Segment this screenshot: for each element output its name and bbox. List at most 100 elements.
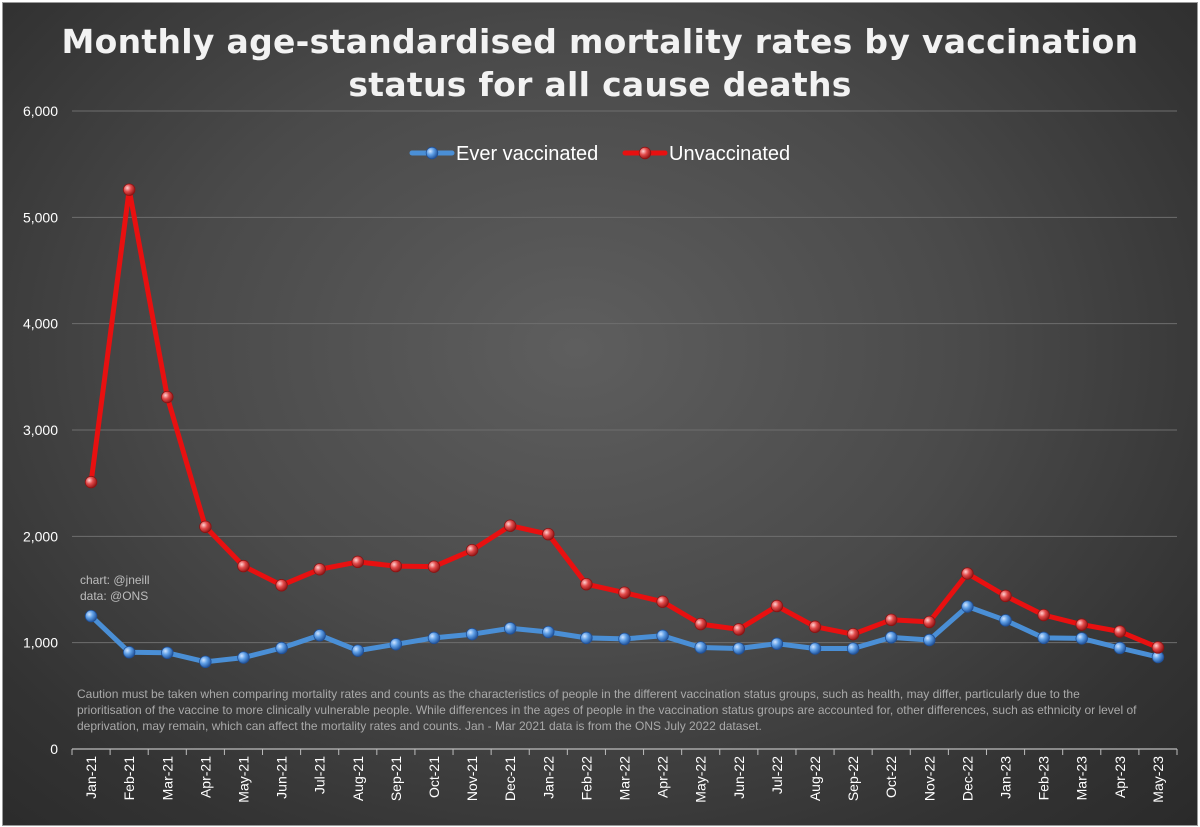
x-tick-label: Dec-22 (959, 756, 975, 801)
legend-label-unvaccinated: Unvaccinated (669, 143, 790, 165)
data-point-ever-vaccinated (1113, 641, 1127, 655)
data-point-unvaccinated (961, 567, 974, 580)
x-tick-label: Sep-21 (388, 756, 404, 801)
x-tick-label: Jul-21 (312, 756, 328, 794)
x-tick-label: Feb-21 (121, 756, 137, 801)
data-point-ever-vaccinated (656, 629, 669, 642)
data-point-ever-vaccinated (1037, 631, 1050, 645)
data-point-unvaccinated (503, 519, 517, 532)
credit-data: data: @ONS (80, 589, 149, 603)
legend-label-ever-vaccinated: Ever vaccinated (456, 143, 598, 165)
data-point-unvaccinated (656, 595, 669, 608)
data-point-ever-vaccinated (885, 631, 898, 644)
data-point-ever-vaccinated (961, 600, 974, 613)
data-point-unvaccinated (846, 627, 860, 641)
data-point-unvaccinated (84, 475, 98, 489)
y-tick-label: 4,000 (23, 316, 58, 332)
data-point-unvaccinated (808, 620, 822, 633)
data-point-unvaccinated (161, 390, 174, 404)
data-point-ever-vaccinated (618, 632, 631, 646)
series-line-unvaccinated (88, 187, 1161, 650)
data-point-ever-vaccinated (846, 642, 860, 655)
x-tick-label: May-23 (1150, 756, 1166, 803)
data-point-ever-vaccinated (122, 646, 136, 659)
data-point-unvaccinated (122, 183, 136, 196)
data-point-unvaccinated (1075, 618, 1088, 631)
x-tick-label: Aug-21 (350, 756, 366, 801)
data-point-unvaccinated (770, 599, 784, 613)
data-point-unvaccinated (694, 617, 707, 631)
x-tick-label: Jan-23 (998, 756, 1014, 799)
x-tick-label: Nov-21 (464, 756, 480, 801)
x-tick-label: Aug-22 (807, 756, 823, 801)
data-point-unvaccinated (465, 543, 479, 557)
data-point-ever-vaccinated (770, 637, 784, 650)
x-tick-label: Dec-21 (502, 756, 518, 801)
chart-title-line-1: Monthly age-standardised mortality rates… (61, 22, 1139, 61)
x-tick-label: Jul-22 (769, 756, 785, 794)
data-point-unvaccinated (199, 520, 212, 533)
data-point-ever-vaccinated (427, 631, 441, 645)
data-point-unvaccinated (237, 559, 250, 573)
data-point-ever-vaccinated (580, 631, 593, 645)
data-point-ever-vaccinated (542, 625, 555, 639)
x-tick-label: Mar-23 (1074, 756, 1090, 801)
data-point-unvaccinated (1113, 625, 1127, 638)
data-point-unvaccinated (732, 623, 746, 636)
y-tick-label: 6,000 (23, 103, 58, 119)
data-point-unvaccinated (618, 586, 631, 599)
data-point-ever-vaccinated (199, 655, 212, 669)
x-tick-label: Apr-23 (1112, 756, 1128, 798)
data-point-ever-vaccinated (237, 651, 250, 664)
data-point-ever-vaccinated (275, 641, 288, 655)
x-tick-label: Apr-21 (197, 756, 213, 798)
data-point-ever-vaccinated (503, 622, 517, 635)
data-point-unvaccinated (542, 528, 555, 541)
data-point-unvaccinated (275, 579, 288, 592)
data-point-ever-vaccinated (389, 638, 403, 651)
chart-title-line-2: status for all cause deaths (348, 65, 852, 104)
y-tick-label: 1,000 (23, 635, 58, 651)
legend-marker-ever-vaccinated (425, 146, 439, 160)
data-point-ever-vaccinated (732, 642, 746, 655)
data-point-unvaccinated (313, 563, 326, 576)
y-tick-label: 2,000 (23, 528, 58, 544)
legend-marker-unvaccinated (638, 146, 652, 160)
data-point-ever-vaccinated (1075, 632, 1088, 645)
x-tick-label: Jun-21 (274, 756, 290, 799)
chart-title: Monthly age-standardised mortality rates… (0, 20, 1200, 106)
data-point-unvaccinated (580, 577, 593, 591)
x-tick-label: Apr-22 (655, 756, 671, 798)
data-point-unvaccinated (1037, 608, 1050, 622)
data-point-unvaccinated (1151, 641, 1165, 654)
data-point-ever-vaccinated (313, 629, 326, 642)
x-tick-label: Oct-22 (883, 756, 899, 798)
x-tick-label: Jun-22 (731, 756, 747, 799)
chart-credit: chart: @jneill data: @ONS (80, 572, 150, 604)
data-point-ever-vaccinated (808, 642, 822, 655)
data-point-ever-vaccinated (351, 644, 364, 657)
x-tick-label: Nov-22 (921, 756, 937, 801)
x-tick-label: May-21 (235, 756, 251, 803)
x-tick-label: Jan-22 (540, 756, 556, 799)
credit-chart: chart: @jneill (80, 573, 150, 587)
x-tick-label: May-22 (693, 756, 709, 803)
x-tick-label: Oct-21 (426, 756, 442, 798)
data-point-ever-vaccinated (694, 641, 707, 654)
data-point-ever-vaccinated (161, 646, 174, 659)
data-point-ever-vaccinated (923, 633, 936, 647)
data-point-ever-vaccinated (999, 614, 1012, 627)
x-tick-label: Mar-21 (159, 756, 175, 801)
y-tick-label: 5,000 (23, 209, 58, 225)
data-point-unvaccinated (923, 615, 936, 629)
data-point-unvaccinated (999, 589, 1012, 603)
x-tick-label: Sep-22 (845, 756, 861, 801)
y-tick-label: 0 (50, 741, 58, 757)
x-tick-label: Mar-22 (617, 756, 633, 801)
data-point-unvaccinated (389, 559, 403, 573)
data-point-ever-vaccinated (465, 627, 479, 641)
y-tick-label: 3,000 (23, 422, 58, 438)
data-point-unvaccinated (427, 560, 441, 573)
